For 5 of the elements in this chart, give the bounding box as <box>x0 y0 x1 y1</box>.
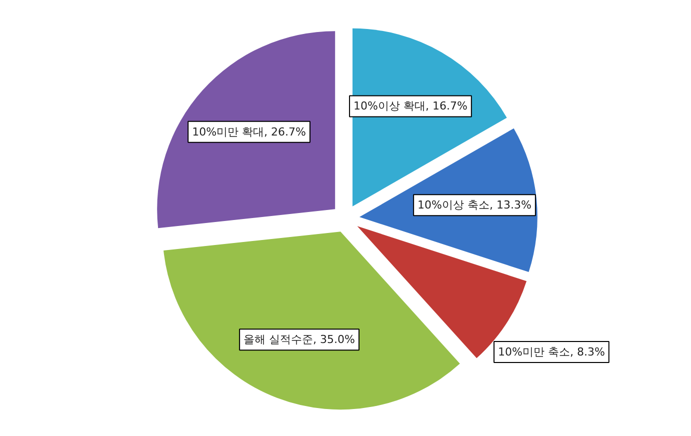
slice-label: 10%미만 확대, 26.7% <box>192 125 306 138</box>
slice-label: 10%이상 축소, 13.3% <box>418 198 532 212</box>
slice-label: 10%이상 확대, 16.7% <box>354 100 468 113</box>
slice-label: 올해 실적수준, 35.0% <box>244 333 355 346</box>
slice-label: 10%미만 축소, 8.3% <box>498 345 605 358</box>
